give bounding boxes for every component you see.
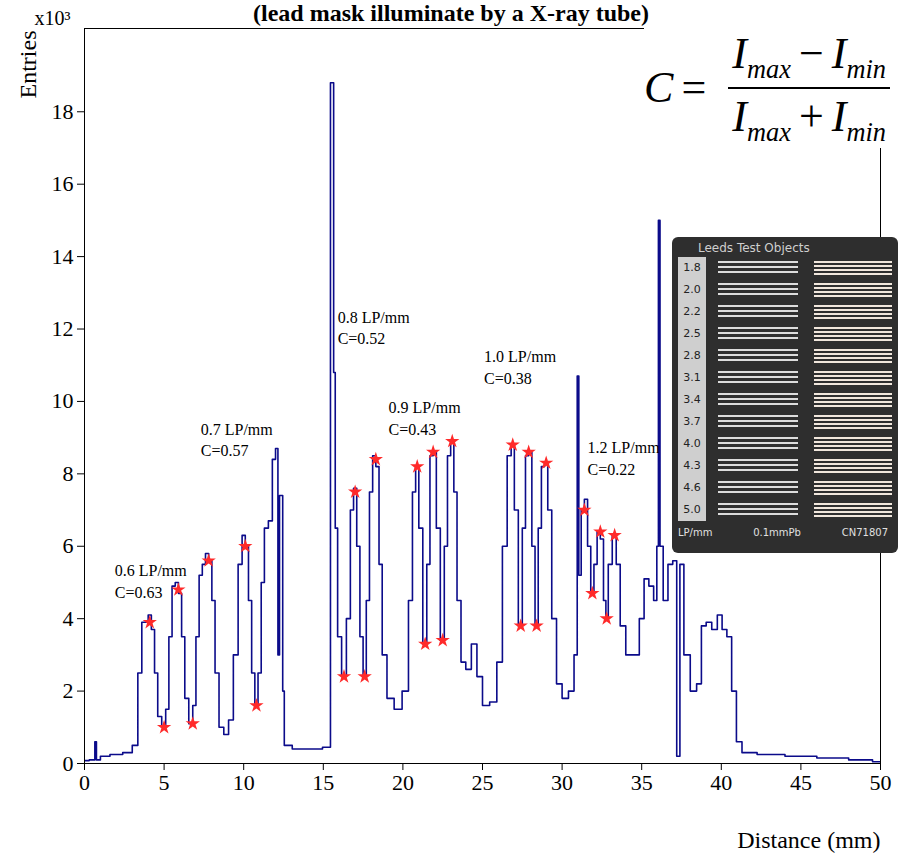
html-text:4.6: 4.6: [683, 481, 701, 494]
svg-text:12: 12: [52, 316, 74, 341]
svg-text:30: 30: [551, 770, 573, 795]
svg-text:0.8 LP/mmC=0.52: 0.8 LP/mmC=0.52: [338, 309, 411, 348]
svg-text:20: 20: [392, 770, 414, 795]
svg-text:10: 10: [233, 770, 255, 795]
html-text:2.8: 2.8: [683, 349, 701, 362]
svg-text:0: 0: [79, 770, 90, 795]
svg-text:Distance (mm): Distance (mm): [737, 827, 880, 853]
svg-text:25: 25: [472, 770, 494, 795]
html-text:CN71807: CN71807: [841, 527, 888, 538]
svg-text:6: 6: [63, 533, 74, 558]
html-text:2.0: 2.0: [683, 283, 701, 296]
html-text:2.5: 2.5: [683, 327, 701, 340]
svg-text:35: 35: [631, 770, 653, 795]
html-text:2.2: 2.2: [683, 305, 701, 318]
html-text:3.4: 3.4: [683, 393, 701, 406]
svg-text:4: 4: [63, 606, 74, 631]
svg-text:0.9 LP/mmC=0.43: 0.9 LP/mmC=0.43: [389, 399, 462, 438]
svg-text:40: 40: [710, 770, 732, 795]
html-text:5.0: 5.0: [683, 503, 701, 516]
html-text:LP/mm: LP/mm: [678, 527, 713, 538]
html-text:C =: C =: [644, 63, 707, 113]
html-text:4.3: 4.3: [683, 459, 701, 472]
svg-text:16: 16: [52, 171, 74, 196]
svg-text:0: 0: [63, 751, 74, 776]
html-text:1.8: 1.8: [683, 261, 701, 274]
svg-text:1.0 LP/mmC=0.38: 1.0 LP/mmC=0.38: [484, 348, 557, 387]
svg-text:18: 18: [52, 99, 74, 124]
svg-text:1.2 LP/mmC=0.22: 1.2 LP/mmC=0.22: [588, 439, 661, 478]
svg-text:x10³: x10³: [35, 7, 71, 29]
svg-text:Entries: Entries: [15, 31, 41, 99]
html-text:3.7: 3.7: [683, 415, 701, 428]
svg-text:15: 15: [312, 770, 334, 795]
svg-text:14: 14: [52, 244, 74, 269]
html-text:4.0: 4.0: [683, 437, 701, 450]
html-text:(lead mask illuminate by a X-r: (lead mask illuminate by a X-ray tube): [253, 0, 649, 26]
html-text:3.1: 3.1: [683, 371, 701, 384]
svg-text:5: 5: [159, 770, 170, 795]
html-text:0.1mmPb: 0.1mmPb: [753, 527, 801, 538]
svg-text:50: 50: [870, 770, 892, 795]
svg-text:0.7 LP/mmC=0.57: 0.7 LP/mmC=0.57: [201, 421, 274, 460]
html-text:Imax + Imin: Imax + Imin: [732, 91, 886, 147]
svg-text:8: 8: [63, 461, 74, 486]
svg-text:45: 45: [790, 770, 812, 795]
svg-text:10: 10: [52, 388, 74, 413]
html-text:Leeds Test Objects: Leeds Test Objects: [698, 241, 810, 255]
svg-text:0.6 LP/mmC=0.63: 0.6 LP/mmC=0.63: [115, 562, 188, 601]
svg-text:2: 2: [63, 678, 74, 703]
html-text:Imax − Imin: Imax − Imin: [732, 29, 886, 84]
